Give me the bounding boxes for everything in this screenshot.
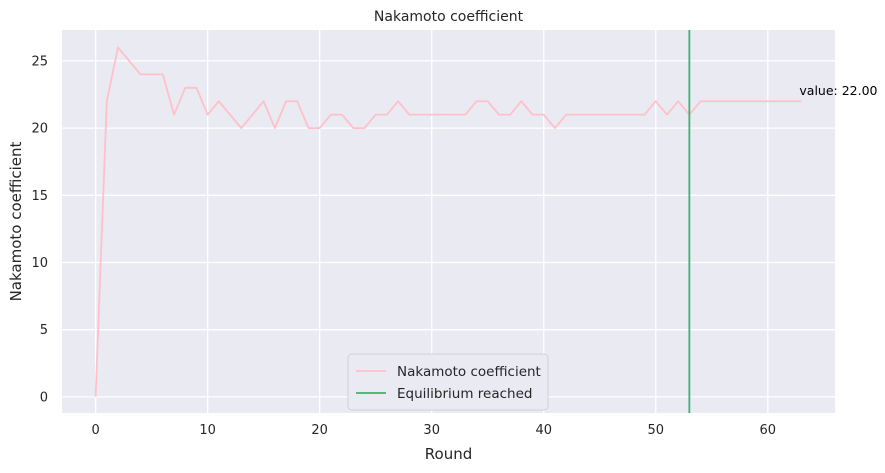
value-annotation: value: 22.00	[799, 83, 877, 98]
plot-area	[62, 30, 835, 413]
series-layer	[94, 46, 802, 397]
y-tick-label: 0	[40, 390, 48, 405]
grid	[62, 30, 835, 413]
y-axis-label: Nakamoto coefficient	[7, 141, 25, 301]
x-tick-label: 40	[535, 423, 552, 438]
chart-title: Nakamoto coefficient	[374, 9, 524, 25]
x-tick-label: 0	[91, 423, 99, 438]
y-tick-label: 10	[31, 256, 48, 271]
y-tick-label: 15	[31, 189, 48, 204]
x-tick-label: 60	[760, 423, 777, 438]
legend: Nakamoto coefficient Equilibrium reached	[347, 353, 549, 411]
tick-labels: 0 10 20 30 40 50 60 0 5 10 15 20 25	[31, 54, 776, 438]
x-axis-label: Round	[425, 445, 472, 463]
x-tick-label: 50	[647, 423, 664, 438]
x-tick-label: 30	[423, 423, 440, 438]
series-line-nakamoto	[94, 46, 802, 397]
y-tick-label: 5	[40, 323, 48, 338]
x-tick-label: 10	[199, 423, 216, 438]
y-tick-label: 25	[31, 54, 48, 69]
x-tick-label: 20	[311, 423, 328, 438]
legend-label-nakamoto: Nakamoto coefficient	[397, 364, 541, 380]
legend-label-equilibrium: Equilibrium reached	[397, 386, 532, 402]
legend-box	[347, 353, 549, 411]
y-tick-label: 20	[31, 122, 48, 137]
